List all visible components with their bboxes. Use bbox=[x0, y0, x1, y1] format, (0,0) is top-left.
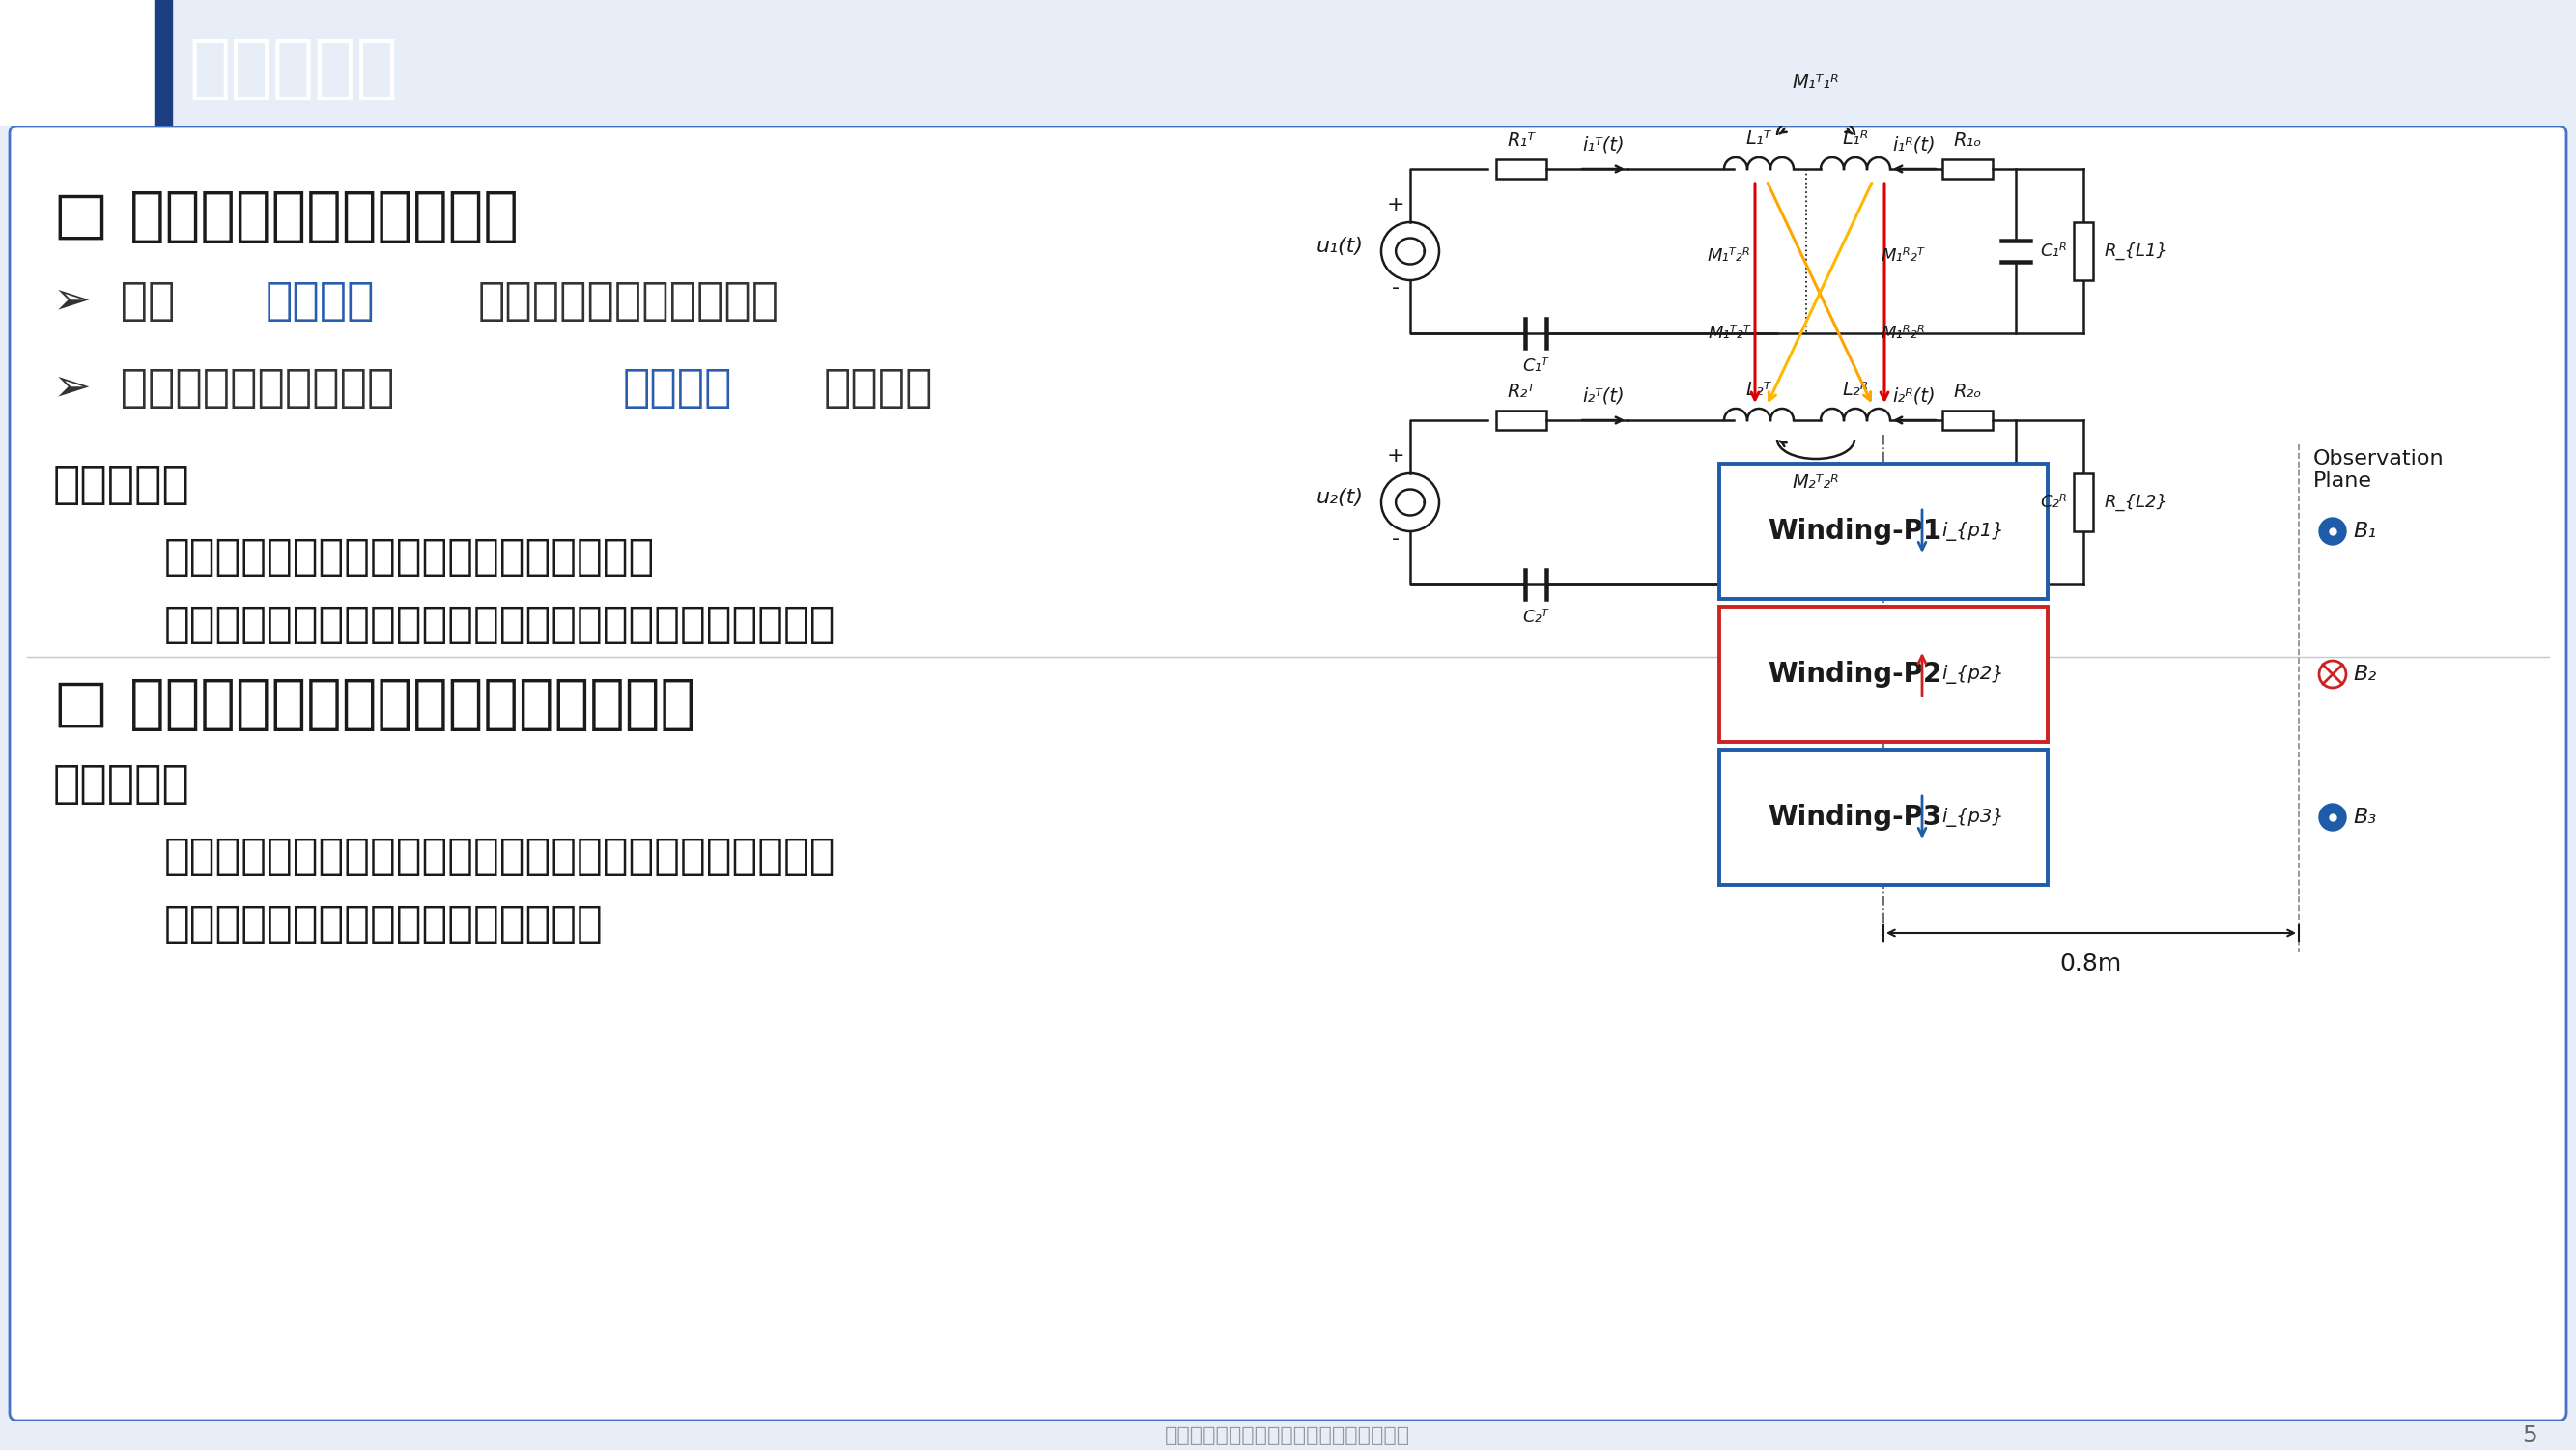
Bar bbox=[2074, 222, 2094, 280]
Text: i_{p2}: i_{p2} bbox=[1942, 664, 2004, 684]
Text: C₂ᴿ: C₂ᴿ bbox=[2040, 493, 2066, 510]
Bar bbox=[0, 0, 155, 126]
Text: R_{L1}: R_{L1} bbox=[2105, 242, 2169, 260]
Bar bbox=[1718, 750, 2048, 884]
Text: Winding-P3: Winding-P3 bbox=[1767, 803, 1942, 831]
Bar bbox=[1942, 160, 1994, 178]
Text: 研究思路：: 研究思路： bbox=[54, 763, 191, 806]
Text: u₂(t): u₂(t) bbox=[1316, 487, 1363, 507]
Text: u₁(t): u₁(t) bbox=[1316, 236, 1363, 257]
Text: L₁ᵀ: L₁ᵀ bbox=[1747, 129, 1772, 148]
Text: M₁ᵀ₂ᵀ: M₁ᵀ₂ᵀ bbox=[1708, 325, 1749, 342]
Text: M₁ᴿ₂ᵀ: M₁ᴿ₂ᵀ bbox=[1880, 248, 1924, 265]
FancyBboxPatch shape bbox=[10, 126, 2566, 1421]
Text: i₂ᵀ(t): i₂ᵀ(t) bbox=[1582, 386, 1625, 405]
Text: 5: 5 bbox=[2522, 1424, 2537, 1447]
Text: R₂ᵀ: R₂ᵀ bbox=[1507, 383, 1535, 400]
Text: M₁ᵀ₁ᴿ: M₁ᵀ₁ᴿ bbox=[1793, 74, 1839, 91]
Bar bbox=[155, 0, 173, 126]
Text: 研究思路：: 研究思路： bbox=[54, 464, 191, 507]
Text: i_{p3}: i_{p3} bbox=[1942, 808, 2004, 826]
Text: L₁ᴿ: L₁ᴿ bbox=[1842, 129, 1868, 148]
Text: ，影响系统功率传输能力: ，影响系统功率传输能力 bbox=[479, 280, 781, 323]
Text: R₁ₒ: R₁ₒ bbox=[1953, 132, 1981, 149]
Bar bbox=[1718, 606, 2048, 742]
Text: 硬件上，提出可解耦同边线圈的电路拓扑；: 硬件上，提出可解耦同边线圈的电路拓扑； bbox=[165, 536, 654, 577]
Text: -: - bbox=[1391, 278, 1399, 297]
Text: C₂ᵀ: C₂ᵀ bbox=[1522, 609, 1548, 626]
Text: □ 难点二：大功率与低磁场辐射的矛盾: □ 难点二：大功率与低磁场辐射的矛盾 bbox=[54, 676, 696, 734]
Text: 无功环流: 无功环流 bbox=[265, 280, 376, 323]
Text: B₃: B₃ bbox=[2352, 808, 2375, 826]
Text: □ 难点一：模块间互相干扰: □ 难点一：模块间互相干扰 bbox=[54, 188, 518, 245]
Text: 难以实现: 难以实现 bbox=[824, 367, 933, 410]
Bar bbox=[2074, 473, 2094, 531]
Text: B₁: B₁ bbox=[2352, 522, 2375, 541]
Text: R₂ₒ: R₂ₒ bbox=[1953, 383, 1981, 400]
Text: R₁ᵀ: R₁ᵀ bbox=[1507, 132, 1535, 149]
Circle shape bbox=[2318, 803, 2347, 831]
Bar bbox=[1497, 160, 1546, 178]
Text: Winding-P1: Winding-P1 bbox=[1767, 518, 1942, 545]
Text: i₁ᴿ(t): i₁ᴿ(t) bbox=[1893, 135, 1937, 154]
Text: ➢  交叉功率传输，各模块: ➢ 交叉功率传输，各模块 bbox=[54, 367, 394, 410]
Circle shape bbox=[2318, 518, 2347, 545]
Text: 难点和思路: 难点和思路 bbox=[188, 36, 397, 103]
Text: i₁ᵀ(t): i₁ᵀ(t) bbox=[1582, 135, 1625, 154]
Text: Observation
Plane: Observation Plane bbox=[2313, 450, 2445, 492]
Text: M₁ᵀ₂ᴿ: M₁ᵀ₂ᴿ bbox=[1708, 248, 1752, 265]
Text: R_{L2}: R_{L2} bbox=[2105, 493, 2169, 512]
Text: B₂: B₂ bbox=[2352, 664, 2375, 684]
Text: 软件上，提出可实现各模块输出独立调节的解耦控制方法。: 软件上，提出可实现各模块输出独立调节的解耦控制方法。 bbox=[165, 603, 837, 645]
Text: -: - bbox=[1391, 529, 1399, 548]
Text: +: + bbox=[1386, 196, 1404, 215]
Text: 优化模块的功率比，使磁场辐射最低。: 优化模块的功率比，使磁场辐射最低。 bbox=[165, 903, 603, 945]
Bar bbox=[1942, 410, 1994, 429]
Text: 0.8m: 0.8m bbox=[2061, 953, 2123, 976]
Text: 中国电工技术学会《电气技术》杂志社发布: 中国电工技术学会《电气技术》杂志社发布 bbox=[1164, 1425, 1409, 1446]
Bar bbox=[1718, 464, 2048, 599]
Text: ➢  形成: ➢ 形成 bbox=[54, 280, 175, 323]
Text: i₂ᴿ(t): i₂ᴿ(t) bbox=[1893, 386, 1937, 405]
Text: +: + bbox=[1386, 447, 1404, 465]
Text: Winding-P2: Winding-P2 bbox=[1767, 661, 1942, 687]
Bar bbox=[1497, 410, 1546, 429]
Text: M₂ᵀ₂ᴿ: M₂ᵀ₂ᴿ bbox=[1793, 473, 1839, 492]
Text: 独立控制: 独立控制 bbox=[623, 367, 732, 410]
Text: M₁ᴿ₂ᴿ: M₁ᴿ₂ᴿ bbox=[1880, 325, 1924, 342]
Text: L₂ᵀ: L₂ᵀ bbox=[1747, 380, 1772, 399]
Text: i_{p1}: i_{p1} bbox=[1942, 522, 2004, 541]
Text: C₁ᵀ: C₁ᵀ bbox=[1522, 358, 1548, 374]
Text: C₁ᴿ: C₁ᴿ bbox=[2040, 242, 2066, 260]
Text: 调整电流相位，使相邻模块在区域外产生互相抵消的磁场；: 调整电流相位，使相邻模块在区域外产生互相抵消的磁场； bbox=[165, 835, 837, 877]
Text: L₂ᴿ: L₂ᴿ bbox=[1842, 380, 1868, 399]
